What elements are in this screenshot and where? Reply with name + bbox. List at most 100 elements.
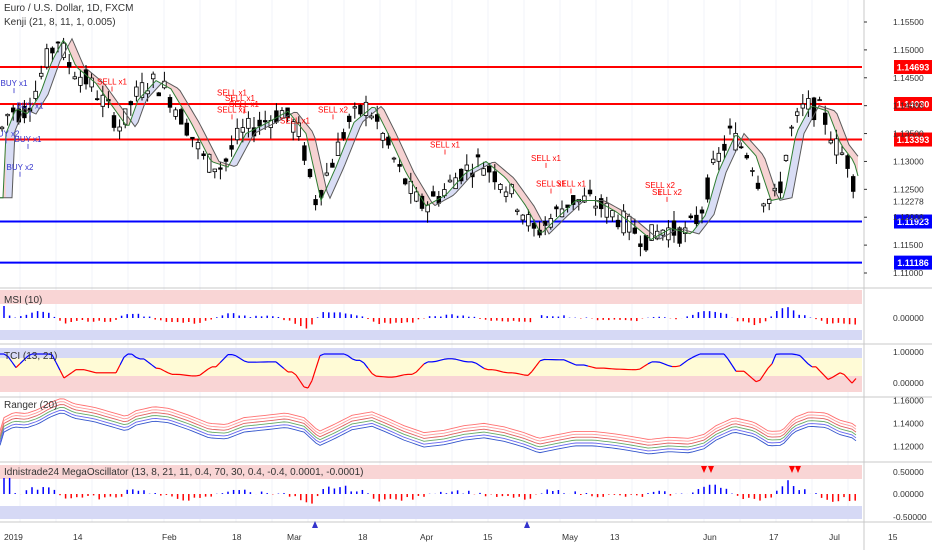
- candle-body: [430, 191, 436, 197]
- tci-line: [59, 369, 65, 379]
- tci-line: [419, 363, 425, 369]
- candle-body: [515, 209, 520, 212]
- tci-line: [843, 373, 849, 380]
- sell-signal-label: SELL x1: [430, 141, 460, 150]
- candle-body: [391, 157, 397, 160]
- kenji-cloud-segment: [852, 148, 855, 166]
- level-price-tag: [894, 96, 932, 111]
- tci-line: [831, 374, 837, 379]
- mega-signal-triangle: [524, 521, 530, 528]
- tci-line: [743, 370, 749, 376]
- price-axis-label: 1.15000: [893, 45, 924, 55]
- candle-body: [554, 206, 559, 210]
- kenji-cloud-segment: [357, 117, 360, 135]
- ranger-axis-label: 1.14000: [893, 418, 924, 428]
- candle-body: [761, 203, 766, 207]
- tci-line: [635, 368, 641, 371]
- tci-line: [3, 353, 9, 358]
- candle-body: [453, 177, 458, 190]
- candle-body: [795, 111, 800, 116]
- tci-line: [363, 362, 369, 369]
- mega-lower-zone: [0, 506, 862, 519]
- tci-line: [279, 364, 285, 370]
- tci-line: [179, 373, 185, 376]
- tci-line: [423, 361, 429, 365]
- candle-body: [229, 145, 234, 150]
- price-axis-label: 1.15500: [893, 17, 924, 27]
- mega-signal-triangle: [708, 466, 714, 473]
- candle-body: [95, 98, 100, 101]
- candle-body: [851, 176, 856, 192]
- candle-body: [593, 205, 598, 209]
- time-axis-label: Apr: [420, 532, 433, 542]
- tci-pane[interactable]: [0, 348, 862, 392]
- tci-line: [503, 371, 509, 374]
- mega-axis-label: -0.50000: [893, 512, 927, 522]
- price-axis[interactable]: 1.14693 1.14030 1.13393 1.11923 1.11186 1.155…: [864, 17, 932, 522]
- tci-line: [119, 356, 125, 366]
- ranger-pane[interactable]: [0, 398, 857, 455]
- msi-pane[interactable]: [0, 290, 862, 340]
- tci-line: [463, 360, 469, 363]
- ema-slow-line: [0, 37, 859, 240]
- tci-line: [791, 353, 797, 356]
- candle-body: [402, 178, 408, 185]
- level-price-tag: [894, 132, 932, 147]
- symbol-title[interactable]: Euro / U.S. Dollar, 1D, FXCM: [4, 3, 134, 14]
- tci-line: [839, 372, 845, 375]
- candle-body: [0, 126, 5, 130]
- candle-body: [627, 215, 632, 233]
- price-axis-label: 1.11500: [893, 240, 923, 250]
- candle-body: [632, 227, 637, 234]
- candle-body: [206, 153, 212, 173]
- kenji-indicator-label[interactable]: Kenji (21, 8, 11, 1, 0.005): [4, 17, 116, 28]
- tci-line: [687, 357, 693, 361]
- tci-line: [771, 354, 777, 365]
- level-price-label: 1.11923: [897, 217, 929, 227]
- candle-body: [178, 109, 184, 125]
- tci-line: [307, 380, 313, 389]
- tci-line: [275, 361, 281, 366]
- tci-line: [399, 374, 405, 377]
- tci-line: [639, 365, 645, 370]
- time-axis[interactable]: 2019 14 Feb 18 Mar 18 Apr 15 May 13 Jun 17 Jul 15: [4, 532, 898, 542]
- tci-line: [11, 361, 17, 368]
- msi-pane-title[interactable]: MSI (10): [4, 295, 43, 306]
- candle-body: [156, 92, 161, 97]
- candle-body: [78, 76, 83, 86]
- candle-body: [475, 154, 481, 158]
- mega-oscillator-pane[interactable]: [0, 465, 862, 528]
- candle-body: [89, 77, 94, 88]
- tci-line: [439, 358, 445, 361]
- tci-line: [359, 359, 365, 364]
- tci-line: [643, 363, 649, 367]
- tci-line: [695, 353, 701, 357]
- ranger-pane-title[interactable]: Ranger (20): [4, 400, 58, 411]
- tci-line: [283, 368, 289, 373]
- candle-body: [817, 99, 822, 102]
- kenji-cloud-segment: [9, 118, 12, 198]
- tci-line: [759, 373, 765, 381]
- tci-line: [583, 364, 589, 367]
- tci-line: [495, 369, 501, 372]
- candle-body: [503, 191, 509, 197]
- kenji-cloud-segment: [756, 146, 759, 165]
- candle-body: [363, 101, 369, 116]
- candle-body: [733, 132, 738, 151]
- candle-body: [671, 220, 677, 236]
- mega-pane-title[interactable]: Idnistrade24 MegaOscillator (13, 8, 21, …: [4, 467, 364, 478]
- time-axis-label: 18: [232, 532, 242, 542]
- candle-body: [643, 235, 649, 251]
- candle-body: [699, 209, 705, 214]
- tci-line: [851, 378, 857, 384]
- tci-line: [731, 364, 737, 372]
- tci-line: [135, 356, 141, 360]
- tci-pane-title[interactable]: TCI (13, 21): [4, 351, 58, 362]
- tci-line: [67, 371, 73, 376]
- tci-line: [823, 374, 829, 380]
- candle-body: [531, 222, 537, 229]
- tci-line: [683, 359, 689, 364]
- tci-line: [23, 355, 29, 361]
- tci-line: [483, 367, 489, 371]
